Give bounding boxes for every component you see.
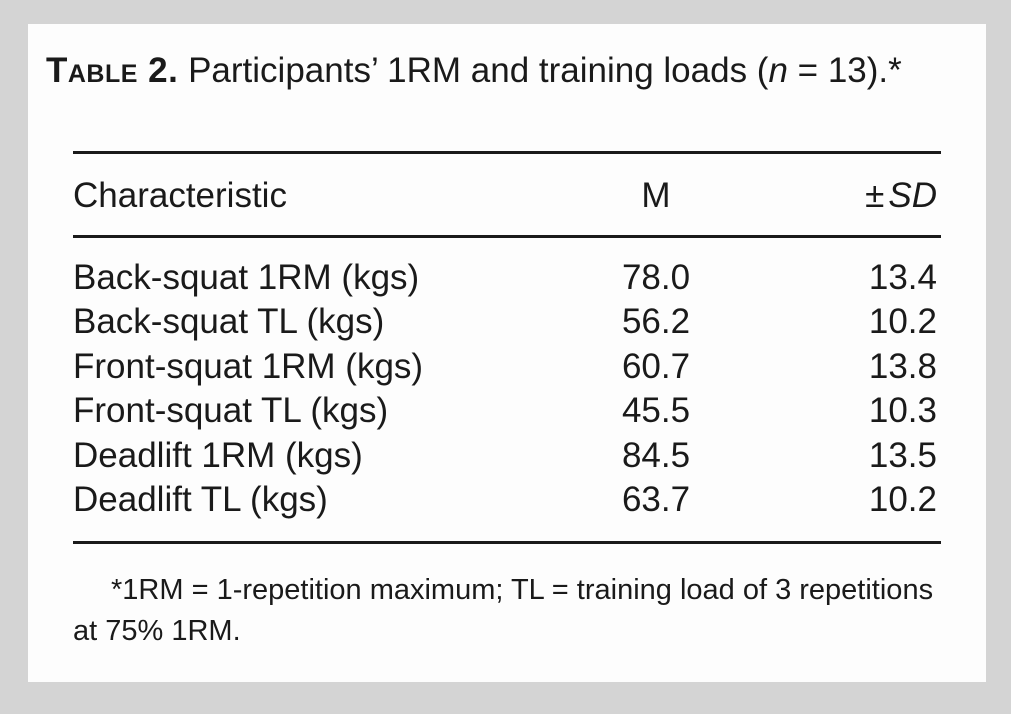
table-card <box>28 24 986 682</box>
table-row-mean: 45.5 <box>621 391 691 430</box>
caption-text: Participants’ 1RM and training loads ( <box>178 51 769 90</box>
table-row-mean: 60.7 <box>621 347 691 386</box>
bottom-rule <box>73 541 941 544</box>
header-sd-label: SD <box>888 176 937 215</box>
caption-n-symbol: n <box>768 51 788 90</box>
table-caption: Table 2. Participants’ 1RM and training … <box>46 50 926 91</box>
header-rule <box>73 235 941 238</box>
table-row-mean: 56.2 <box>621 302 691 341</box>
table-row-sd: 10.2 <box>868 480 937 519</box>
table-row-characteristic: Deadlift 1RM (kgs) <box>73 436 363 475</box>
table-row-sd: 10.3 <box>868 391 937 430</box>
table-row-sd: 13.4 <box>868 258 937 297</box>
table-row-mean: 63.7 <box>621 480 691 519</box>
table-row-mean: 78.0 <box>621 258 691 297</box>
top-rule <box>73 151 941 154</box>
header-sd-symbol: ± <box>865 176 885 215</box>
header-sd: ± SD <box>865 176 937 216</box>
table-row-characteristic: Front-squat TL (kgs) <box>73 391 389 430</box>
table-row-mean: 84.5 <box>621 436 691 475</box>
table-row-characteristic: Back-squat TL (kgs) <box>73 302 385 341</box>
table-row-sd: 10.2 <box>868 302 937 341</box>
table-row-sd: 13.8 <box>868 347 937 386</box>
header-characteristic: Characteristic <box>73 176 287 215</box>
table-row-characteristic: Deadlift TL (kgs) <box>73 480 328 519</box>
table-row-sd: 13.5 <box>868 436 937 475</box>
table-label: Table 2. <box>46 51 179 90</box>
table-row-characteristic: Front-squat 1RM (kgs) <box>73 347 424 386</box>
table-row-characteristic: Back-squat 1RM (kgs) <box>73 258 420 297</box>
table-footnote: *1RM = 1-repetition maximum; TL = traini… <box>73 574 934 647</box>
caption-text-end: = 13).* <box>787 51 902 90</box>
header-mean: M <box>641 176 671 215</box>
